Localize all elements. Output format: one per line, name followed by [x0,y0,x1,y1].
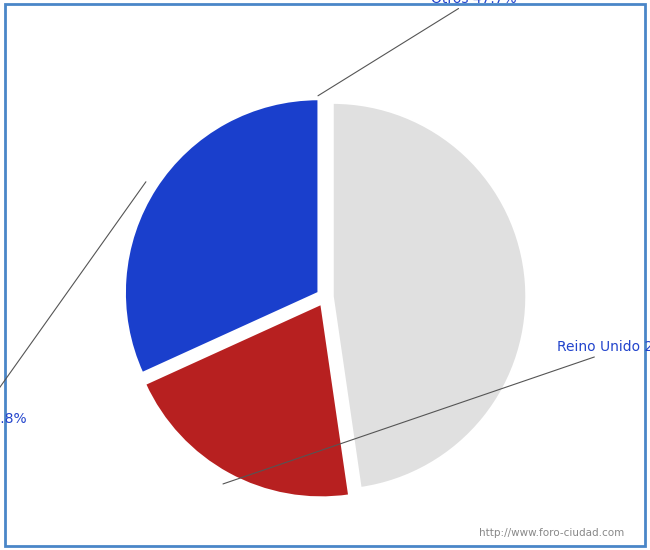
Text: Reino Unido 20.5%: Reino Unido 20.5% [223,340,650,484]
Text: Caldes d'Estrac - Turistas extranjeros según país - Abril de 2024: Caldes d'Estrac - Turistas extranjeros s… [68,19,582,36]
Wedge shape [125,99,318,373]
Wedge shape [145,304,349,497]
Text: Otros 47.7%: Otros 47.7% [318,0,517,96]
Wedge shape [333,103,526,488]
Text: http://www.foro-ciudad.com: http://www.foro-ciudad.com [479,528,624,538]
Text: Francia 31.8%: Francia 31.8% [0,182,146,426]
